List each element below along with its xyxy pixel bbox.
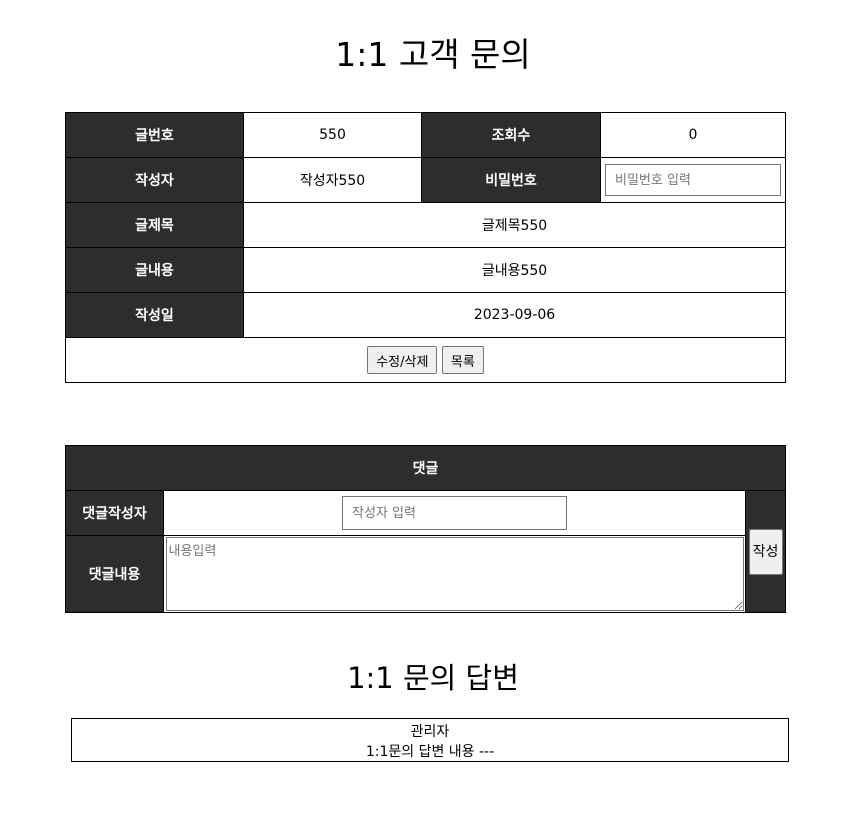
comment-content-cell xyxy=(163,535,746,613)
list-button[interactable]: 목록 xyxy=(441,346,484,374)
table-row: 작성일 2023-09-06 xyxy=(65,292,786,338)
action-buttons-cell: 수정/삭제 목록 xyxy=(65,337,786,383)
post-number-value: 550 xyxy=(243,112,422,158)
comment-content-textarea[interactable] xyxy=(165,537,744,611)
comment-writer-input[interactable] xyxy=(342,496,567,530)
answer-author: 관리자 xyxy=(410,724,450,740)
password-cell xyxy=(600,157,786,203)
table-row: 글번호 550 조회수 0 xyxy=(65,112,786,158)
password-input[interactable] xyxy=(605,164,781,196)
comment-content-label: 댓글내용 xyxy=(65,535,164,613)
table-row: 글제목 글제목550 xyxy=(65,202,786,248)
subject-label: 글제목 xyxy=(65,202,244,248)
comment-form-table: 댓글 댓글작성자 작성 댓글내용 xyxy=(65,445,786,613)
edit-delete-button[interactable]: 수정/삭제 xyxy=(367,346,438,374)
page-title: 1:1 고객 문의 xyxy=(335,35,531,74)
date-value: 2023-09-06 xyxy=(243,292,786,338)
submit-button-label: 작성 xyxy=(752,543,779,560)
table-row: 댓글작성자 작성 xyxy=(65,490,786,613)
views-value: 0 xyxy=(600,112,786,158)
password-label: 비밀번호 xyxy=(421,157,601,203)
inquiry-detail-table: 글번호 550 조회수 0 작성자 작성자550 비밀번호 글제목 글제목550… xyxy=(65,112,786,383)
table-row: 댓글내용 xyxy=(65,535,786,613)
table-row: 댓글 xyxy=(65,445,786,491)
comment-header: 댓글 xyxy=(65,445,786,491)
table-row: 작성자 작성자550 비밀번호 xyxy=(65,157,786,203)
comment-writer-label: 댓글작성자 xyxy=(65,490,164,536)
views-label: 조회수 xyxy=(421,112,601,158)
date-label: 작성일 xyxy=(65,292,244,338)
post-number-label: 글번호 xyxy=(65,112,244,158)
subject-value: 글제목550 xyxy=(243,202,786,248)
content-value: 글내용550 xyxy=(243,247,786,293)
table-row: 글내용 글내용550 xyxy=(65,247,786,293)
content-label: 글내용 xyxy=(65,247,244,293)
submit-cell: 작성 xyxy=(745,490,786,613)
answer-box: 관리자 1:1문의 답변 내용 --- xyxy=(71,718,789,762)
table-row: 수정/삭제 목록 xyxy=(65,337,786,383)
writer-label: 작성자 xyxy=(65,157,244,203)
answer-content: 1:1문의 답변 내용 --- xyxy=(365,744,495,760)
comment-writer-cell xyxy=(163,490,746,536)
answer-title: 1:1 문의 답변 xyxy=(347,661,519,695)
writer-value: 작성자550 xyxy=(243,157,422,203)
comment-submit-button[interactable]: 작성 xyxy=(748,528,783,575)
